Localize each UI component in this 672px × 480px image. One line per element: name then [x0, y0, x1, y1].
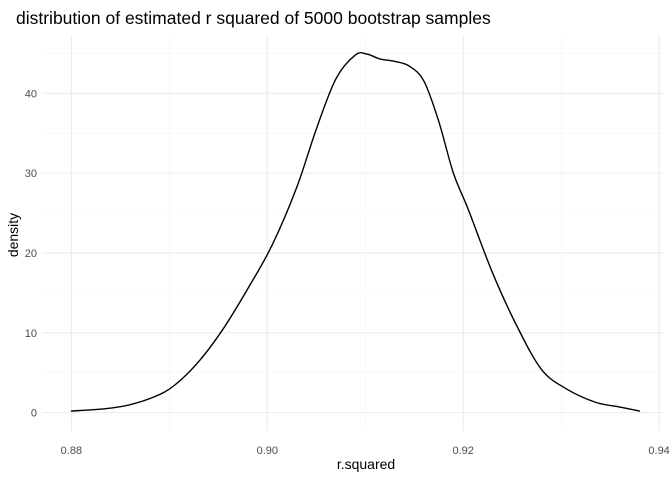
x-tick-label: 0.88 [61, 445, 82, 457]
grid-layer [42, 35, 664, 431]
y-tick-label: 40 [25, 88, 37, 100]
curve-layer [70, 52, 641, 412]
density-curve [70, 52, 641, 412]
y-tick-label: 0 [31, 408, 37, 420]
x-axis-label: r.squared [337, 456, 395, 472]
y-tick-label: 30 [25, 168, 37, 180]
tick-label-layer: 0.88 0.90 0.92 0.94 0 10 20 30 40 [25, 88, 670, 457]
y-axis-label: density [5, 213, 21, 257]
chart-title: distribution of estimated r squared of 5… [16, 8, 491, 28]
y-tick-label: 10 [25, 328, 37, 340]
x-tick-label: 0.94 [648, 445, 669, 457]
y-tick-label: 20 [25, 248, 37, 260]
x-tick-label: 0.92 [452, 445, 473, 457]
x-tick-label: 0.90 [257, 445, 278, 457]
